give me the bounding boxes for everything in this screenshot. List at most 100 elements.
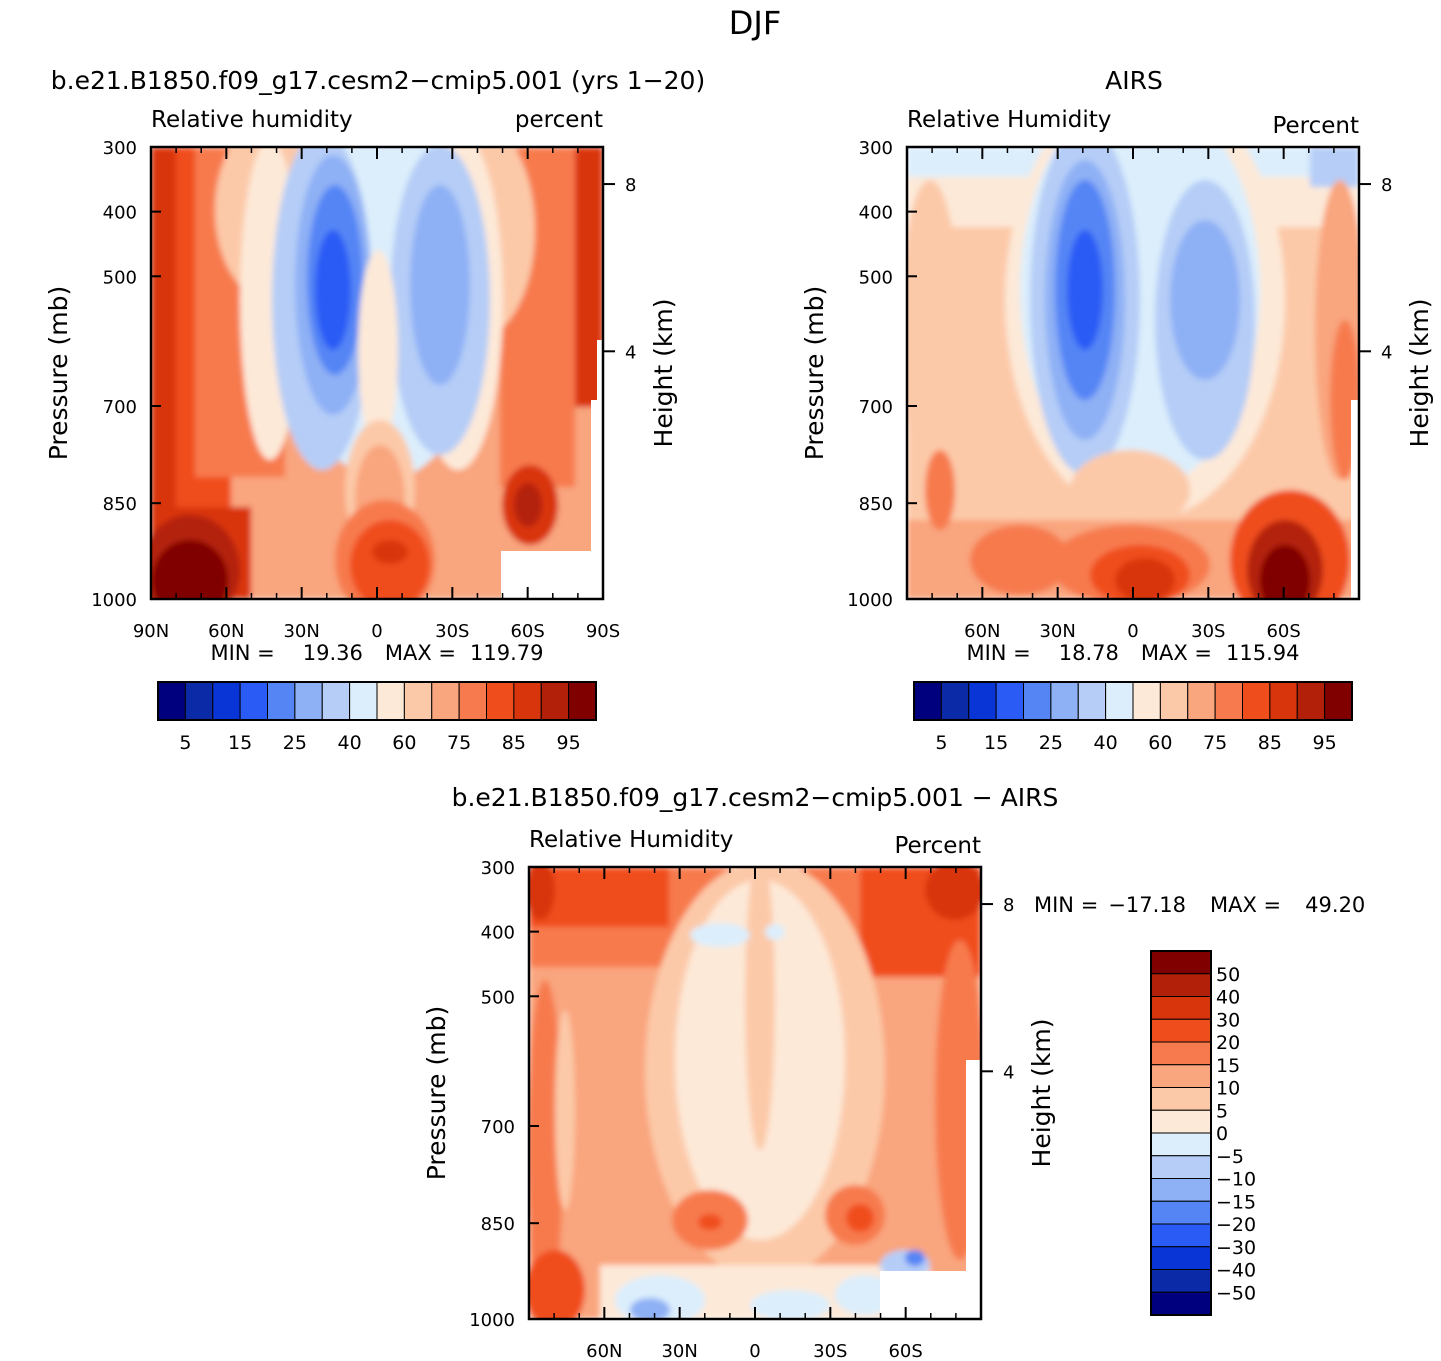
colorbar-label: −40 <box>1216 1260 1256 1282</box>
colorbar-swatch <box>1150 1155 1212 1179</box>
y-tick-label: 500 <box>859 267 893 288</box>
colorbar-label: 95 <box>1313 732 1337 754</box>
colorbar-swatch <box>940 681 970 721</box>
colorbar-label: 40 <box>1094 732 1118 754</box>
field-label: Relative Humidity <box>529 827 733 853</box>
colorbar-label: 15 <box>1216 1055 1240 1077</box>
colorbar-swatch <box>294 681 323 721</box>
colorbar-label: 40 <box>1216 987 1240 1009</box>
colorbar: 5 15 25 40 60 75 85 95 <box>913 681 1353 754</box>
colorbar-swatch <box>1150 1109 1212 1134</box>
y-tick-label: 500 <box>481 987 515 1008</box>
colorbar-label: 30 <box>1216 1009 1240 1031</box>
y-tick-label: 1000 <box>847 590 893 611</box>
panel-title: AIRS <box>1105 66 1163 95</box>
height-tick-label: 8 <box>1381 175 1392 196</box>
colorbar-swatch <box>513 681 542 721</box>
height-axis-label: Height (km) <box>1027 1019 1056 1168</box>
units-label: Percent <box>894 833 981 859</box>
y-axis-ticks: 300 400 500 700 850 1000 <box>847 138 917 611</box>
y-tick-label: 850 <box>103 494 137 515</box>
colorbar-swatch <box>267 681 296 721</box>
x-axis-ticks: 60N 30N 0 30S 60S <box>553 867 957 1361</box>
y-tick-label: 400 <box>103 203 137 224</box>
colorbar-label: 20 <box>1216 1032 1240 1054</box>
colorbar-swatch <box>1150 1223 1212 1248</box>
colorbar-label: −10 <box>1216 1169 1256 1191</box>
colorbar-label: −5 <box>1216 1146 1244 1168</box>
y-axis-label: Pressure (mb) <box>422 1006 451 1180</box>
x-tick-label: 30N <box>661 1341 697 1361</box>
colorbar-label: −20 <box>1216 1214 1256 1236</box>
panel-model: b.e21.B1850.f09_g17.cesm2−cmip5.001 (yrs… <box>44 66 705 754</box>
y-tick-label: 300 <box>103 138 137 159</box>
x-tick-label: 30S <box>435 621 469 642</box>
colorbar-swatch <box>968 681 997 721</box>
colorbar: 5 15 25 40 60 75 85 95 <box>157 681 597 754</box>
colorbar-swatch <box>540 681 570 721</box>
x-tick-label: 0 <box>371 621 382 642</box>
x-tick-label: 60N <box>208 621 244 642</box>
height-axis-label: Height (km) <box>649 299 678 448</box>
contour-field <box>907 147 1359 599</box>
colorbar-swatch <box>1150 1132 1212 1157</box>
contour-field <box>151 147 603 599</box>
colorbar-swatch <box>1132 681 1161 721</box>
colorbar-label: 60 <box>392 732 416 754</box>
colorbar-swatch <box>1214 681 1243 721</box>
colorbar-swatch <box>1150 1041 1212 1066</box>
height-tick-label: 4 <box>1003 1062 1014 1083</box>
x-tick-label: 90S <box>586 621 620 642</box>
colorbar-label: 60 <box>1148 732 1172 754</box>
colorbar-swatch <box>157 681 186 721</box>
colorbar-swatch <box>403 681 433 721</box>
height-axis-ticks: 84 <box>981 895 1014 1083</box>
colorbar-swatch <box>995 681 1024 721</box>
colorbar-label: 25 <box>1039 732 1063 754</box>
height-axis-ticks: 84 <box>1359 175 1392 363</box>
field-label: Relative humidity <box>151 107 353 133</box>
y-tick-label: 850 <box>481 1214 515 1235</box>
height-tick-label: 8 <box>1003 895 1014 916</box>
colorbar-label: −30 <box>1216 1237 1256 1259</box>
field-label: Relative Humidity <box>907 107 1111 133</box>
panel-title: b.e21.B1850.f09_g17.cesm2−cmip5.001 (yrs… <box>51 66 705 95</box>
colorbar-swatch <box>1150 1064 1212 1088</box>
colorbar-swatch <box>1077 681 1107 721</box>
x-tick-label: 60S <box>510 621 544 642</box>
colorbar-label: 25 <box>283 732 307 754</box>
colorbar-swatch <box>1105 681 1134 721</box>
colorbar-swatch <box>1324 681 1353 721</box>
colorbar-label: 5 <box>935 732 947 754</box>
min-max-readout: MIN = −17.18 MAX = 49.20 <box>1034 893 1365 917</box>
colorbar-swatch <box>1296 681 1326 721</box>
colorbar-label: 15 <box>984 732 1008 754</box>
colorbar-swatch <box>1050 681 1079 721</box>
colorbar-label: 10 <box>1216 1078 1240 1100</box>
colorbar-swatch <box>1150 1200 1212 1225</box>
y-tick-label: 500 <box>103 267 137 288</box>
y-tick-label: 1000 <box>91 590 137 611</box>
colorbar-label: 75 <box>447 732 471 754</box>
colorbar-swatch <box>458 681 487 721</box>
colorbar-swatch <box>1023 681 1052 721</box>
colorbar-swatch <box>239 681 268 721</box>
height-tick-label: 4 <box>1381 342 1392 363</box>
y-tick-label: 300 <box>859 138 893 159</box>
colorbar-swatch <box>376 681 405 721</box>
colorbar-frame <box>1150 950 1212 1316</box>
colorbar-label: 0 <box>1216 1123 1228 1145</box>
colorbar-swatch <box>1150 1087 1212 1111</box>
y-tick-label: 300 <box>481 858 515 879</box>
colorbar-label: 40 <box>338 732 362 754</box>
colorbar-label: 5 <box>179 732 191 754</box>
x-tick-label: 60N <box>964 621 1000 642</box>
height-tick-label: 8 <box>625 175 636 196</box>
colorbar-swatch <box>1150 1178 1212 1202</box>
y-tick-label: 850 <box>859 494 893 515</box>
colorbar-label: 75 <box>1203 732 1227 754</box>
x-tick-label: 30S <box>813 1341 847 1361</box>
x-tick-label: 0 <box>749 1341 760 1361</box>
